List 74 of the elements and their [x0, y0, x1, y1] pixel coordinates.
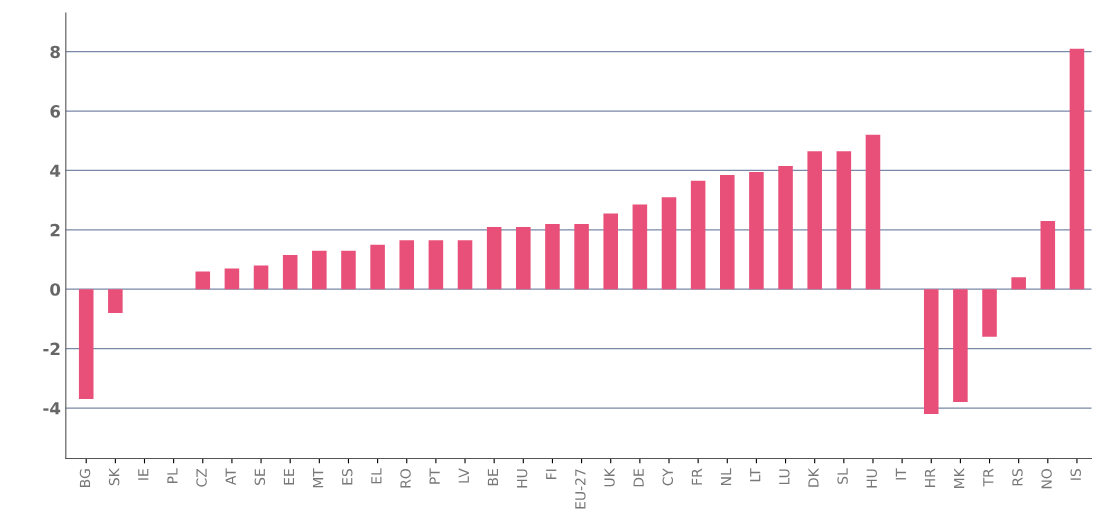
x-tick-label: ES — [341, 469, 353, 485]
x-tick-label: NO — [1041, 469, 1052, 489]
y-tick-label: 6 — [50, 105, 61, 118]
x-tick-label: LT — [750, 468, 761, 482]
bar — [312, 250, 327, 290]
x-tick-label: RS — [1012, 469, 1023, 486]
x-tick-label: DE — [633, 469, 644, 487]
y-tick-label: -4 — [43, 402, 61, 415]
x-tick-label: AT — [225, 468, 236, 486]
y-tick-label: 8 — [50, 45, 60, 59]
x-tick-label: TR — [983, 468, 994, 487]
x-tick-label: HU — [866, 469, 877, 488]
bar — [807, 151, 822, 290]
bar — [282, 255, 298, 290]
y-tick-label: 2 — [50, 223, 60, 237]
bar — [603, 213, 619, 290]
bar — [253, 265, 269, 290]
bar — [399, 240, 415, 290]
y-tick-label: 4 — [50, 164, 61, 177]
bar — [749, 171, 764, 290]
x-tick-label: HR — [924, 468, 936, 487]
bar — [632, 204, 648, 290]
bar — [836, 151, 852, 290]
x-tick-label: EE — [283, 469, 295, 485]
bar — [982, 289, 997, 337]
bar — [661, 197, 677, 290]
x-tick-label: PL — [167, 468, 178, 483]
bar — [428, 240, 444, 290]
x-tick-label: FI — [546, 469, 557, 479]
x-tick-label: IS — [1070, 469, 1081, 480]
x-tick-label: DK — [808, 467, 819, 487]
x-tick-label: SK — [108, 467, 120, 486]
x-tick-label: NL — [720, 468, 732, 485]
x-tick-label: SL — [837, 468, 848, 484]
x-tick-label: MK — [954, 467, 965, 488]
bar — [1040, 220, 1056, 290]
bar — [224, 268, 240, 290]
bar — [778, 166, 793, 290]
x-tick-label: EL — [371, 468, 382, 484]
bar — [108, 289, 123, 313]
bar — [719, 174, 735, 290]
bar — [545, 223, 560, 290]
bar — [457, 240, 473, 290]
bar — [195, 271, 211, 290]
x-tick-label: CZ — [196, 468, 207, 487]
x-tick-label: LU — [779, 469, 790, 485]
x-tick-label: MT — [313, 468, 324, 488]
x-tick-label: SE — [254, 469, 266, 485]
x-tick-label: IT — [895, 468, 906, 480]
bar — [923, 289, 939, 414]
x-tick-label: FR — [691, 468, 702, 485]
x-tick-label: HU — [517, 469, 528, 488]
x-tick-label: PT — [429, 468, 440, 484]
bar — [690, 180, 706, 290]
x-tick-label: BG — [79, 469, 91, 487]
x-tick-label: UK — [604, 467, 615, 487]
bar — [865, 134, 881, 290]
bar — [486, 226, 502, 290]
x-tick-label: EU-27 — [575, 469, 586, 509]
y-tick-label: 0 — [50, 283, 61, 296]
x-tick-label: CY — [662, 468, 674, 486]
bar — [1069, 48, 1085, 290]
bar — [341, 250, 356, 290]
bar — [516, 226, 531, 290]
x-tick-label: IE — [138, 469, 149, 480]
y-tick-label: -2 — [43, 342, 60, 355]
bar — [370, 244, 385, 290]
x-tick-label: RO — [400, 469, 411, 488]
bar — [78, 289, 94, 400]
bar — [574, 223, 589, 290]
x-tick-label: LV — [458, 468, 469, 483]
bar — [953, 289, 968, 403]
x-tick-label: BE — [487, 469, 498, 486]
bar — [1011, 277, 1026, 290]
